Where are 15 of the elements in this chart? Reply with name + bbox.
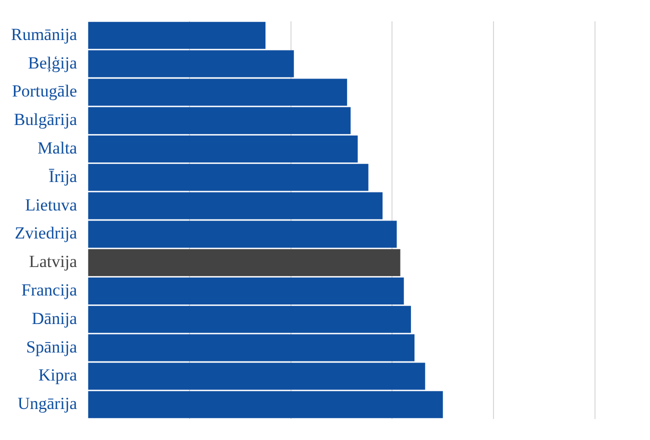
y-tick-label: Latvija	[28, 252, 78, 272]
y-tick-label: Ungārija	[18, 394, 78, 414]
y-tick-label: Beļģija	[28, 53, 78, 72]
y-tick-label: Lietuva	[25, 195, 78, 214]
y-tick-label: Īrija	[48, 166, 78, 186]
bar	[88, 249, 400, 276]
y-tick-label: Rumānija	[10, 24, 78, 44]
y-tick-label: Zviedrija	[14, 224, 78, 243]
y-tick-label: Malta	[37, 138, 78, 158]
y-tick-label: Dānija	[32, 308, 78, 328]
y-tick-label: Kipra	[38, 366, 78, 385]
y-tick-label: Portugāle	[12, 82, 78, 101]
y-tick-label: Bulgārija	[14, 110, 78, 130]
y-tick-label: Francija	[21, 280, 78, 300]
y-tick-label: Spānija	[26, 337, 78, 356]
